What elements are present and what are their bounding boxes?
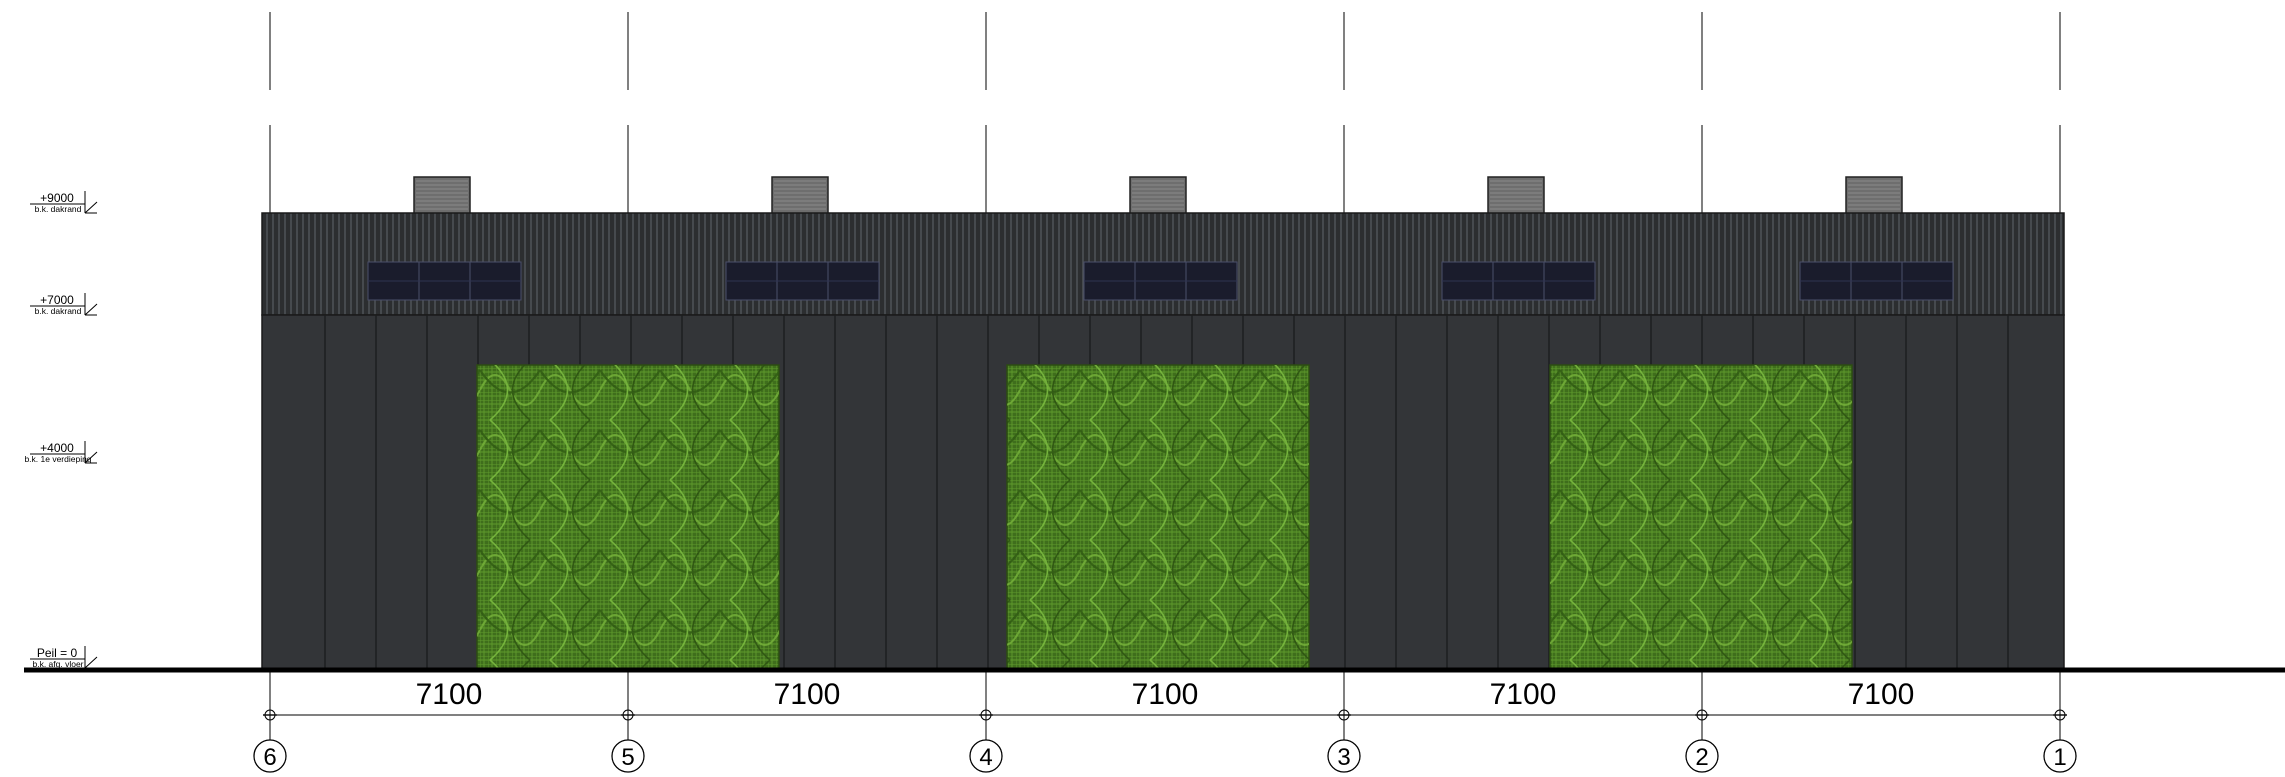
axis-bubble: 1: [2043, 739, 2077, 773]
level-value: +9000: [40, 191, 74, 205]
level-marker: Peil = 0b.k. afg. vloer: [30, 646, 98, 669]
dimension-label: 7100: [416, 678, 483, 711]
green-facade-panel: [476, 364, 780, 671]
level-triangle: [84, 451, 98, 464]
level-triangle: [84, 201, 98, 214]
axis-label: 2: [1695, 744, 1708, 771]
level-triangle: [84, 656, 98, 669]
axis-bubble: 3: [1327, 739, 1361, 773]
axis-circle: [1327, 739, 1361, 773]
solar-panel-group: [1083, 261, 1238, 301]
solar-panel-group: [1441, 261, 1596, 301]
level-triangle: [84, 303, 98, 316]
level-value: +4000: [40, 441, 74, 455]
axis-label: 5: [621, 744, 634, 771]
axis-bubble: 2: [1685, 739, 1719, 773]
green-facade-plants: [1007, 365, 1309, 670]
axis-label: 6: [263, 744, 276, 771]
axis-bubble: 5: [611, 739, 645, 773]
level-value: +7000: [40, 293, 74, 307]
level-label: b.k. 1e verdieping: [24, 454, 91, 464]
axis-label: 4: [979, 744, 992, 771]
axis-circle: [611, 739, 645, 773]
green-facade-plants: [1550, 365, 1852, 670]
level-value: Peil = 0: [37, 646, 78, 660]
axis-label: 3: [1337, 744, 1350, 771]
axis-bubble: 6: [253, 739, 287, 773]
solar-panel-group: [1799, 261, 1954, 301]
green-facade-plants: [477, 365, 779, 670]
axis-circle: [253, 739, 287, 773]
solar-panel-group: [725, 261, 880, 301]
dimension-label: 7100: [1490, 678, 1557, 711]
level-label: b.k. dakrand: [35, 204, 82, 214]
green-facade-panel: [1006, 364, 1310, 671]
solar-panel-groups: [367, 261, 1954, 301]
axis-bubble: 4: [969, 739, 1003, 773]
axis-bubbles: 6 5 4 3 2 1: [253, 739, 2077, 773]
axis-circle: [969, 739, 1003, 773]
solar-panel-group: [367, 261, 522, 301]
green-facade-panel: [1549, 364, 1853, 671]
axis-circle: [2043, 739, 2077, 773]
axis-circle: [1685, 739, 1719, 773]
dimension-line: 7100 7100 7100 7100 7100: [263, 670, 2067, 740]
axis-label: 1: [2053, 744, 2066, 771]
level-label: b.k. afg. vloer: [32, 659, 83, 669]
dimension-label: 7100: [774, 678, 841, 711]
level-label: b.k. dakrand: [35, 306, 82, 316]
dimension-label: 7100: [1848, 678, 1915, 711]
dimension-label: 7100: [1132, 678, 1199, 711]
green-facade-panels: [476, 364, 1853, 671]
